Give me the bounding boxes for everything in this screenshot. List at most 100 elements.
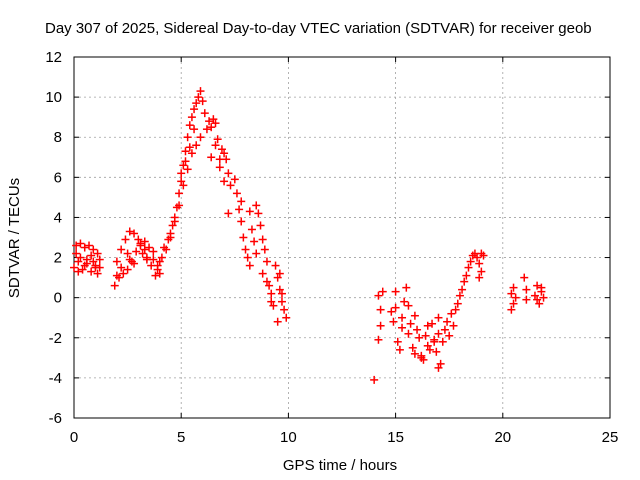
- data-point: [125, 227, 134, 236]
- data-point: [157, 253, 166, 262]
- data-point: [166, 233, 175, 242]
- data-point: [277, 297, 286, 306]
- data-point: [200, 109, 209, 118]
- data-point: [455, 291, 464, 300]
- data-point: [252, 201, 261, 210]
- data-point: [170, 217, 179, 226]
- data-point: [406, 319, 415, 328]
- data-point: [473, 253, 482, 262]
- data-point: [130, 229, 139, 238]
- data-point: [269, 301, 278, 310]
- data-point: [265, 281, 274, 290]
- data-point: [80, 243, 89, 252]
- y-tick-label: 2: [54, 250, 62, 267]
- data-point: [434, 363, 443, 372]
- data-point: [391, 287, 400, 296]
- data-point: [430, 337, 439, 346]
- y-tick-label: -4: [49, 370, 62, 387]
- data-point: [155, 257, 164, 266]
- x-axis-label: GPS time / hours: [283, 457, 397, 474]
- data-point: [374, 335, 383, 344]
- data-point: [413, 325, 422, 334]
- y-tick-label: 12: [45, 49, 62, 66]
- data-point: [522, 285, 531, 294]
- data-point: [89, 257, 98, 266]
- data-point: [179, 161, 188, 170]
- data-point: [190, 105, 199, 114]
- data-point: [140, 245, 149, 254]
- data-point: [466, 257, 475, 266]
- data-point: [74, 267, 83, 276]
- grid-lines: [74, 57, 610, 418]
- data-point: [117, 263, 126, 272]
- data-point: [511, 293, 520, 302]
- data-point: [434, 313, 443, 322]
- data-point: [138, 249, 147, 258]
- data-point: [449, 321, 458, 330]
- chart-title: Day 307 of 2025, Sidereal Day-to-day VTE…: [45, 20, 592, 37]
- data-point: [250, 237, 259, 246]
- data-point: [400, 297, 409, 306]
- data-point: [177, 177, 186, 186]
- data-point: [177, 169, 186, 178]
- data-point: [134, 235, 143, 244]
- data-point: [74, 257, 83, 266]
- data-point: [398, 323, 407, 332]
- data-point: [175, 189, 184, 198]
- data-point: [183, 165, 192, 174]
- data-point: [280, 305, 289, 314]
- data-point: [153, 261, 162, 270]
- data-point: [215, 163, 224, 172]
- data-point: [391, 303, 400, 312]
- data-point: [262, 257, 271, 266]
- data-point: [192, 141, 201, 150]
- data-point: [421, 331, 430, 340]
- data-point: [112, 257, 121, 266]
- data-point: [447, 309, 456, 318]
- x-tick-label: 25: [602, 429, 619, 446]
- data-point: [222, 155, 231, 164]
- data-point: [190, 125, 199, 134]
- data-point: [230, 175, 239, 184]
- data-point: [198, 97, 207, 106]
- data-point: [239, 233, 248, 242]
- data-point: [245, 261, 254, 270]
- data-point: [475, 273, 484, 282]
- data-point: [458, 285, 467, 294]
- data-point: [235, 205, 244, 214]
- data-point: [440, 325, 449, 334]
- data-point: [410, 349, 419, 358]
- data-point: [95, 255, 104, 264]
- data-point: [376, 305, 385, 314]
- data-point: [378, 287, 387, 296]
- data-point: [130, 259, 139, 268]
- data-point: [460, 277, 469, 286]
- data-point: [183, 133, 192, 142]
- data-point: [187, 149, 196, 158]
- data-point: [140, 237, 149, 246]
- data-point: [404, 329, 413, 338]
- data-point: [123, 249, 132, 258]
- y-tick-label: -2: [49, 330, 62, 347]
- data-point: [423, 321, 432, 330]
- x-tick-label: 15: [387, 429, 404, 446]
- data-point: [533, 295, 542, 304]
- data-point: [196, 133, 205, 142]
- data-point: [145, 243, 154, 252]
- data-point: [509, 283, 518, 292]
- data-point: [155, 269, 164, 278]
- data-point: [202, 125, 211, 134]
- data-point: [224, 209, 233, 218]
- data-point: [410, 311, 419, 320]
- data-point: [260, 245, 269, 254]
- y-tick-label: 4: [54, 209, 62, 226]
- data-point: [258, 269, 267, 278]
- data-point: [117, 245, 126, 254]
- data-point: [434, 329, 443, 338]
- data-point: [80, 261, 89, 270]
- data-point: [256, 221, 265, 230]
- x-tick-labels: 0 5 10 15 20 25: [70, 429, 619, 446]
- data-point: [402, 283, 411, 292]
- data-point: [196, 87, 205, 96]
- data-point: [72, 241, 81, 250]
